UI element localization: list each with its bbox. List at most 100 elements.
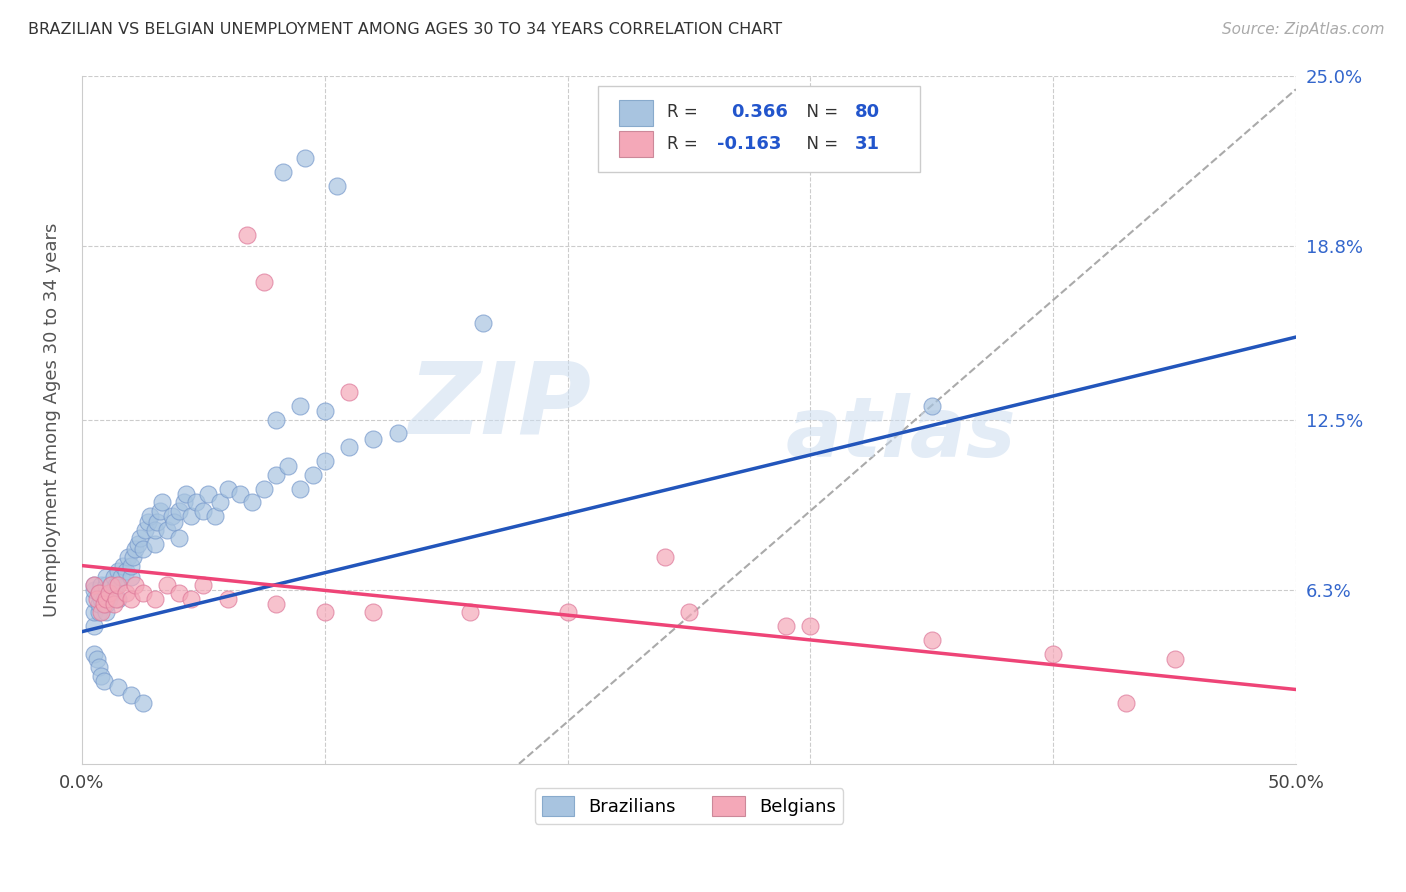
Point [167, 586, 190, 600]
Point [290, 482, 312, 496]
Point [97, 586, 120, 600]
Point [110, 569, 132, 583]
Point [193, 503, 215, 517]
FancyBboxPatch shape [619, 131, 652, 157]
Y-axis label: Unemployment Among Ages 30 to 34 years: Unemployment Among Ages 30 to 34 years [44, 222, 60, 617]
Point [921, 399, 943, 413]
Point [160, 509, 183, 524]
Point [83, 578, 105, 592]
Point [460, 606, 482, 620]
Point [217, 482, 239, 496]
Point [240, 495, 263, 509]
Point [471, 316, 494, 330]
Point [163, 515, 186, 529]
Point [83, 647, 105, 661]
Point [87, 586, 110, 600]
Point [97, 591, 120, 606]
Point [180, 509, 202, 524]
Point [90, 591, 112, 606]
Point [184, 495, 207, 509]
Text: R =: R = [666, 135, 703, 153]
Point [264, 412, 287, 426]
Point [104, 591, 127, 606]
Point [143, 536, 166, 550]
Point [100, 578, 122, 592]
Point [134, 523, 156, 537]
Point [167, 503, 190, 517]
Point [87, 597, 110, 611]
Point [387, 426, 409, 441]
Point [326, 178, 349, 193]
Point [156, 578, 179, 592]
Point [167, 531, 190, 545]
Point [122, 550, 145, 565]
Point [1163, 652, 1185, 666]
Point [273, 165, 295, 179]
Point [112, 558, 135, 573]
Point [93, 674, 115, 689]
Point [100, 586, 122, 600]
Point [107, 680, 129, 694]
Point [127, 536, 149, 550]
Point [143, 591, 166, 606]
Point [131, 586, 153, 600]
Point [124, 578, 146, 592]
Text: N =: N = [796, 135, 844, 153]
Point [90, 606, 112, 620]
Point [100, 578, 122, 592]
Point [363, 432, 385, 446]
Text: Source: ZipAtlas.com: Source: ZipAtlas.com [1222, 22, 1385, 37]
Text: 31: 31 [855, 135, 880, 153]
Point [294, 151, 316, 165]
Point [678, 606, 700, 620]
Point [87, 586, 110, 600]
Point [86, 591, 108, 606]
Point [107, 564, 129, 578]
Text: R =: R = [666, 103, 703, 121]
Text: atlas: atlas [786, 393, 1017, 474]
Point [114, 564, 136, 578]
Point [253, 482, 276, 496]
Point [314, 454, 336, 468]
Text: 80: 80 [855, 103, 880, 121]
Point [921, 632, 943, 647]
Point [264, 467, 287, 482]
Point [103, 583, 125, 598]
Point [229, 487, 252, 501]
FancyBboxPatch shape [619, 100, 652, 126]
Point [124, 542, 146, 557]
Point [301, 467, 323, 482]
Point [83, 578, 105, 592]
Point [173, 495, 195, 509]
Point [775, 619, 797, 633]
Point [131, 696, 153, 710]
Point [114, 586, 136, 600]
Point [156, 523, 179, 537]
Point [104, 578, 127, 592]
Point [96, 591, 118, 606]
Point [103, 597, 125, 611]
Point [654, 550, 676, 565]
Point [557, 606, 579, 620]
Point [314, 606, 336, 620]
Point [90, 669, 112, 683]
Point [143, 523, 166, 537]
Point [96, 606, 118, 620]
Point [314, 404, 336, 418]
Point [87, 606, 110, 620]
Legend: Brazilians, Belgians: Brazilians, Belgians [534, 789, 844, 823]
Point [103, 569, 125, 583]
Point [120, 569, 142, 583]
Text: -0.163: -0.163 [717, 135, 782, 153]
Point [131, 542, 153, 557]
Point [176, 487, 198, 501]
Text: N =: N = [796, 103, 844, 121]
FancyBboxPatch shape [598, 86, 920, 172]
Point [96, 569, 118, 583]
Point [337, 440, 360, 454]
Point [799, 619, 821, 633]
Point [93, 597, 115, 611]
Point [120, 591, 142, 606]
Point [363, 606, 385, 620]
Point [337, 385, 360, 400]
